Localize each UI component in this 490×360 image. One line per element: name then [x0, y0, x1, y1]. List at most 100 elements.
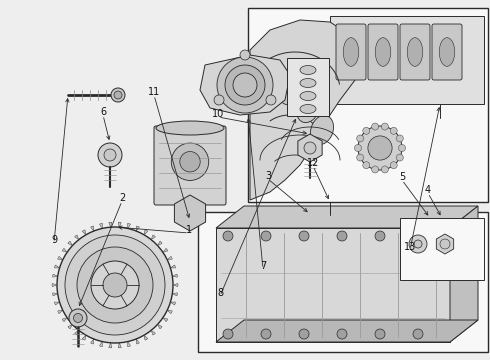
Ellipse shape: [375, 38, 391, 66]
Wedge shape: [127, 224, 130, 229]
Circle shape: [396, 154, 403, 161]
Text: 10: 10: [212, 109, 224, 119]
Circle shape: [440, 239, 450, 249]
Circle shape: [337, 329, 347, 339]
Ellipse shape: [439, 38, 455, 66]
Wedge shape: [172, 274, 177, 277]
Circle shape: [354, 144, 362, 152]
Circle shape: [413, 231, 423, 241]
Circle shape: [381, 123, 389, 130]
Wedge shape: [74, 330, 79, 335]
Text: 6: 6: [100, 107, 106, 117]
Wedge shape: [167, 310, 172, 314]
Ellipse shape: [300, 91, 316, 100]
Circle shape: [98, 143, 122, 167]
Wedge shape: [52, 293, 58, 296]
Wedge shape: [118, 222, 121, 227]
Wedge shape: [157, 241, 162, 246]
Wedge shape: [151, 235, 155, 240]
Ellipse shape: [111, 88, 125, 102]
Wedge shape: [58, 256, 63, 260]
Circle shape: [363, 162, 370, 169]
Wedge shape: [163, 248, 168, 252]
Circle shape: [357, 135, 364, 142]
Wedge shape: [62, 318, 67, 321]
Circle shape: [304, 142, 316, 154]
Circle shape: [381, 166, 389, 173]
Circle shape: [266, 95, 276, 105]
Circle shape: [261, 231, 271, 241]
Circle shape: [261, 329, 271, 339]
Wedge shape: [171, 302, 175, 305]
FancyBboxPatch shape: [248, 8, 488, 202]
Circle shape: [375, 329, 385, 339]
Circle shape: [65, 235, 165, 335]
Ellipse shape: [300, 66, 316, 75]
Ellipse shape: [114, 91, 122, 99]
Wedge shape: [144, 335, 147, 340]
Circle shape: [396, 135, 403, 142]
Ellipse shape: [172, 143, 209, 180]
Ellipse shape: [414, 240, 422, 248]
Circle shape: [225, 65, 265, 105]
Ellipse shape: [180, 152, 200, 172]
Circle shape: [363, 127, 370, 134]
Text: 4: 4: [425, 185, 431, 195]
Wedge shape: [136, 339, 139, 344]
Text: 11: 11: [148, 87, 160, 97]
Wedge shape: [99, 224, 102, 229]
Circle shape: [357, 154, 364, 161]
Polygon shape: [450, 206, 478, 342]
Wedge shape: [54, 302, 60, 305]
Circle shape: [299, 329, 309, 339]
Circle shape: [375, 231, 385, 241]
FancyBboxPatch shape: [198, 212, 488, 352]
Ellipse shape: [407, 38, 423, 66]
Ellipse shape: [258, 60, 282, 90]
FancyBboxPatch shape: [368, 24, 398, 80]
Text: 5: 5: [399, 172, 405, 182]
Circle shape: [413, 329, 423, 339]
Ellipse shape: [156, 121, 224, 135]
Wedge shape: [172, 293, 177, 296]
Wedge shape: [82, 230, 86, 235]
Polygon shape: [250, 20, 360, 200]
Circle shape: [390, 127, 397, 134]
Circle shape: [77, 247, 153, 323]
Circle shape: [103, 273, 127, 297]
Wedge shape: [54, 265, 60, 268]
Wedge shape: [163, 318, 168, 321]
Circle shape: [223, 329, 233, 339]
Circle shape: [390, 162, 397, 169]
Ellipse shape: [69, 309, 87, 327]
Wedge shape: [58, 310, 63, 314]
Polygon shape: [216, 206, 478, 228]
Wedge shape: [52, 283, 57, 287]
Wedge shape: [173, 283, 178, 287]
FancyBboxPatch shape: [330, 16, 484, 104]
Wedge shape: [109, 222, 112, 227]
Ellipse shape: [278, 75, 301, 105]
Ellipse shape: [311, 116, 334, 145]
Wedge shape: [52, 274, 58, 277]
Text: 13: 13: [404, 242, 416, 252]
Circle shape: [217, 57, 273, 113]
Polygon shape: [200, 55, 290, 115]
Circle shape: [91, 261, 139, 309]
Circle shape: [240, 50, 250, 60]
Wedge shape: [68, 324, 73, 329]
Wedge shape: [136, 226, 139, 231]
Ellipse shape: [300, 104, 316, 113]
Wedge shape: [99, 342, 102, 347]
Ellipse shape: [343, 38, 359, 66]
Circle shape: [214, 95, 224, 105]
FancyBboxPatch shape: [400, 24, 430, 80]
Text: 1: 1: [186, 225, 192, 235]
Polygon shape: [216, 228, 450, 342]
FancyBboxPatch shape: [400, 218, 484, 280]
Circle shape: [371, 166, 379, 173]
Ellipse shape: [300, 78, 316, 87]
Polygon shape: [216, 320, 478, 342]
FancyBboxPatch shape: [336, 24, 366, 80]
FancyBboxPatch shape: [154, 126, 226, 205]
